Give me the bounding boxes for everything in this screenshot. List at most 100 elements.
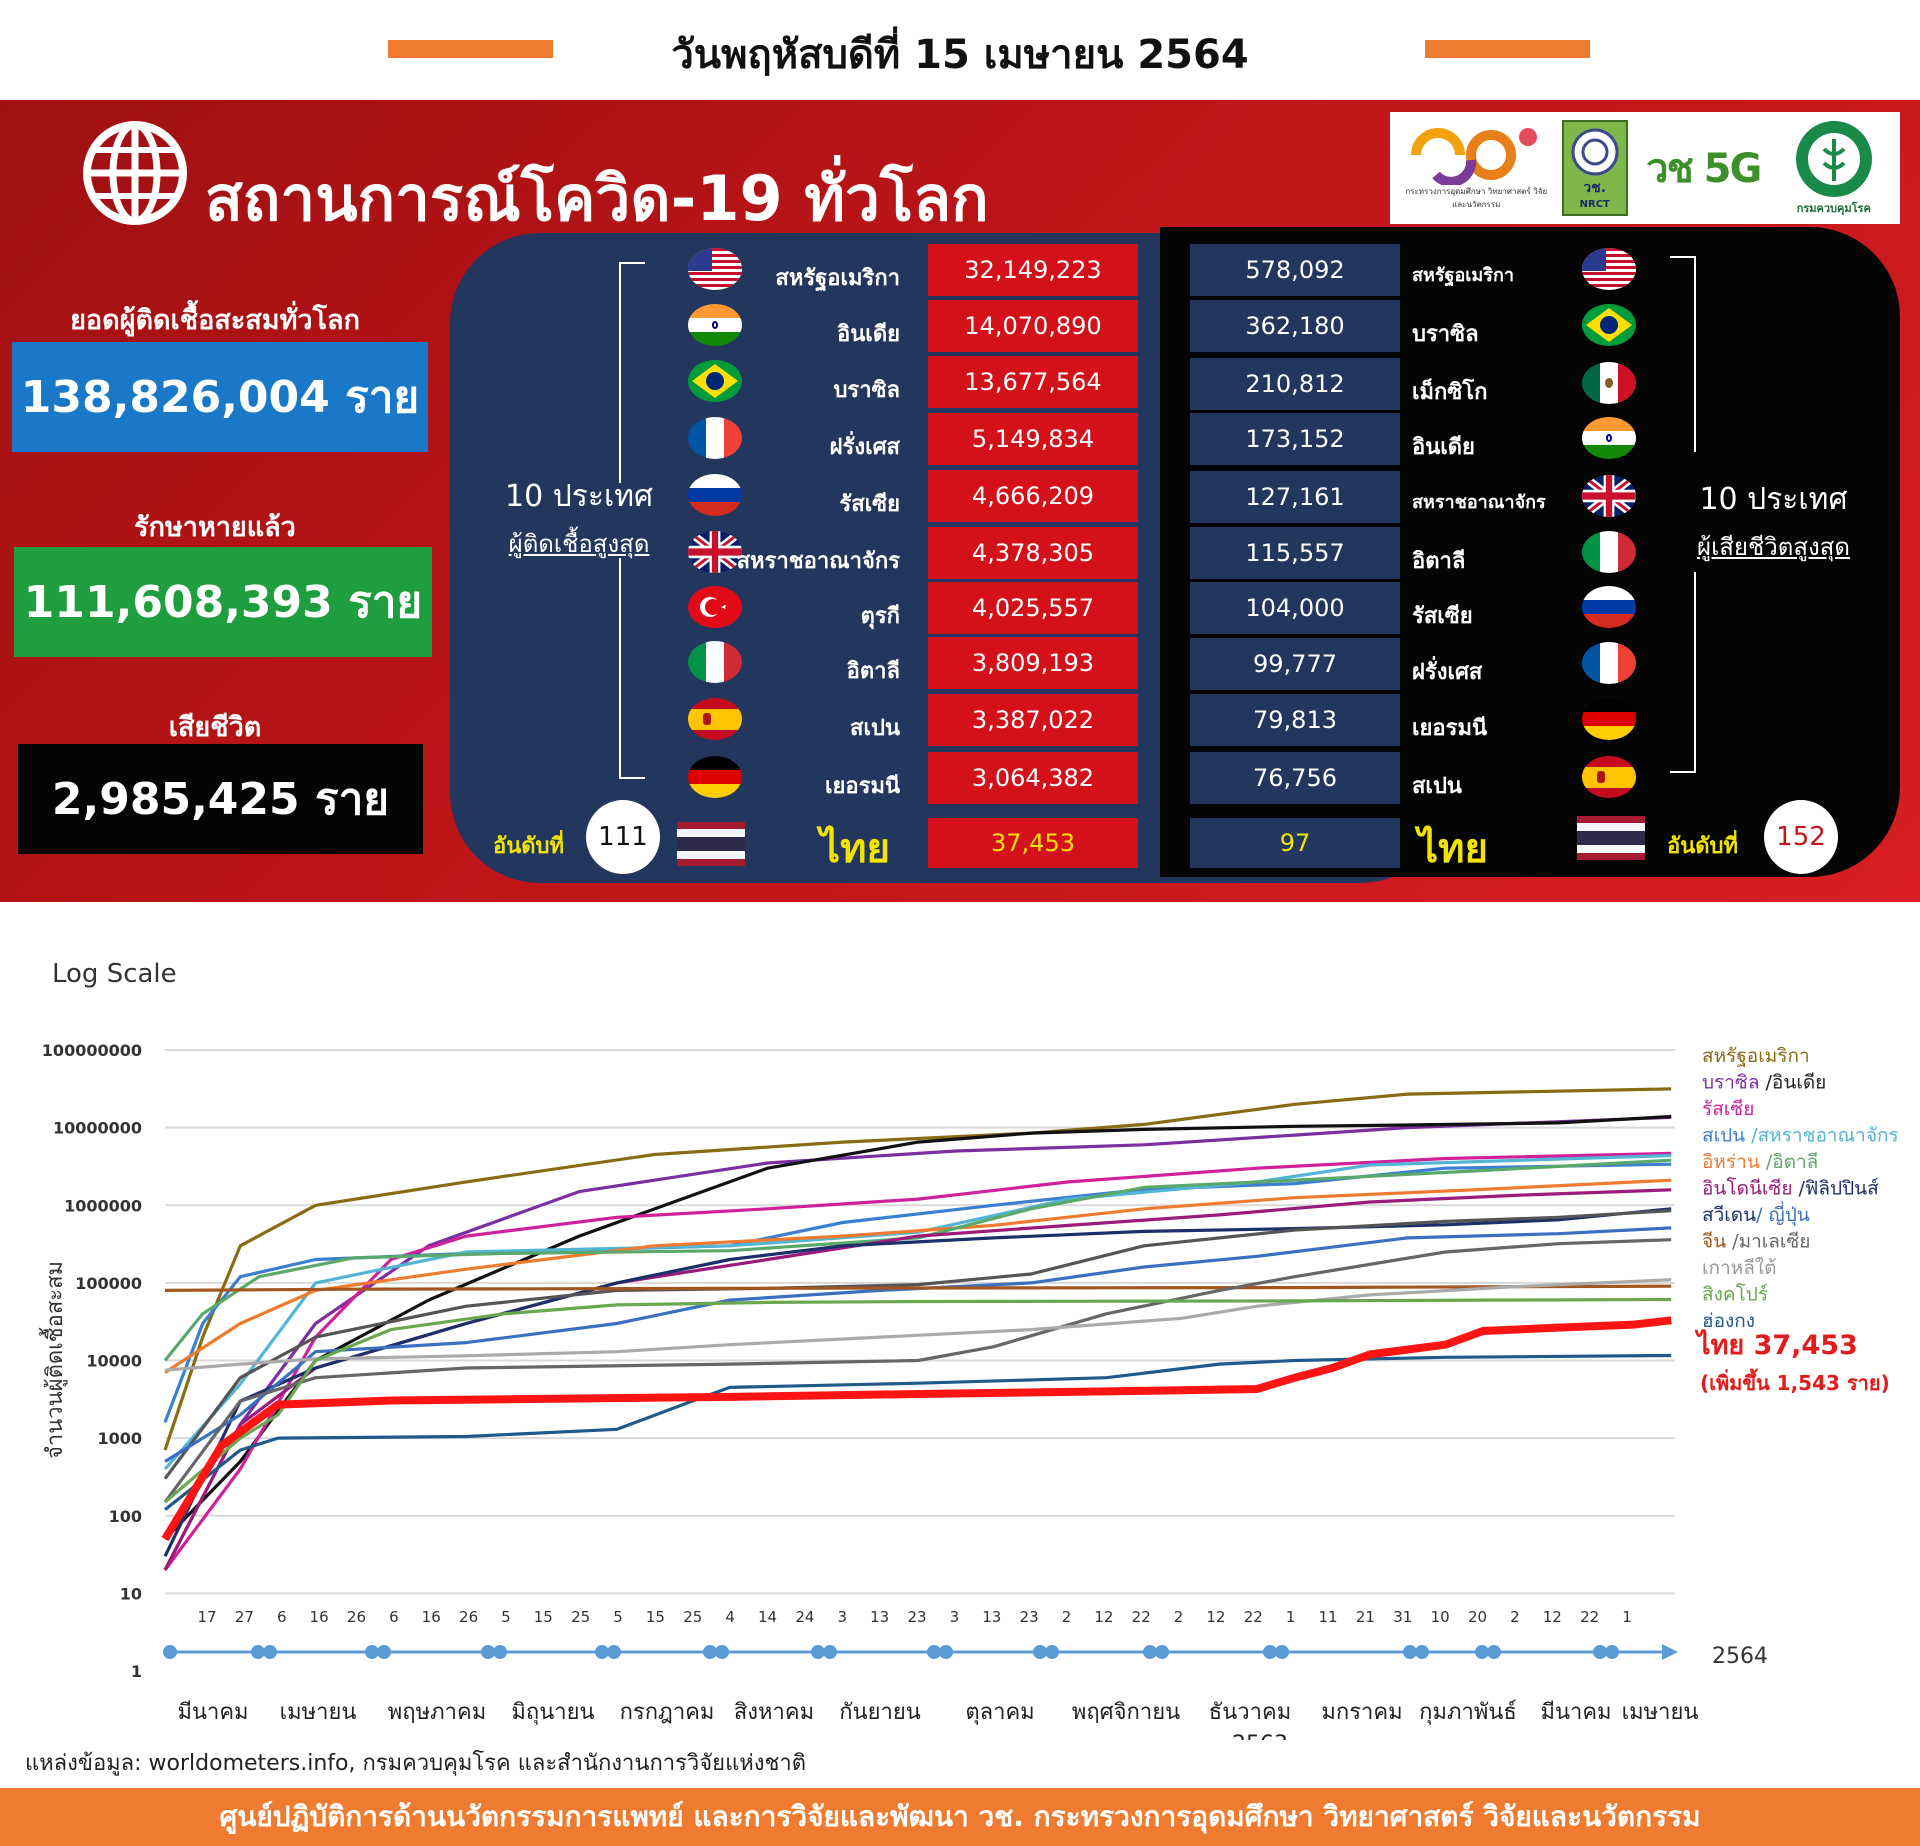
- date-text: วันพฤหัสบดีที่ 15 เมษายน 2564: [671, 32, 1249, 78]
- legend-text: เกาหลีใต้: [1702, 1257, 1776, 1279]
- nrct-sub: NRCT: [1579, 198, 1610, 210]
- partner-logos: กระทรวงการอุดมศึกษา วิทยาศาสตร์ วิจัยและ…: [1390, 112, 1900, 224]
- x-month-label: เมษายน: [280, 1700, 357, 1725]
- infected-country-name: อิตาลี: [846, 659, 900, 684]
- x-day-tick: 23: [1020, 1608, 1039, 1626]
- legend-item: สวีเดน/ ญี่ปุ่น: [1702, 1201, 1810, 1227]
- nrct-logo: วช. NRCT: [1561, 120, 1628, 216]
- x-month-label: ธันวาคม: [1209, 1700, 1291, 1725]
- deaths-value: 210,812: [1190, 358, 1400, 410]
- infected-value: 3,064,382: [928, 752, 1138, 804]
- x-day-tick: 14: [758, 1608, 777, 1626]
- timeline-marker: [1487, 1645, 1501, 1659]
- brazil-flag-icon: [1582, 304, 1636, 346]
- x-month-label: เมษายน: [1622, 1700, 1699, 1725]
- legend-item: ฮ่องกง: [1702, 1310, 1755, 1332]
- deaths-bracket: [1670, 256, 1696, 773]
- panel-title: สถานการณ์โควิด-19 ทั่วโลก: [205, 162, 989, 235]
- x-day-tick: 12: [1094, 1608, 1113, 1626]
- y-axis-label: จำนวนผู้ติดเชื้อสะสม: [39, 1261, 68, 1459]
- infected-value: 5,149,834: [928, 413, 1138, 465]
- deaths-rank: 152: [1776, 822, 1826, 852]
- deaths-label-line1: 10 ประเทศ: [1699, 482, 1848, 517]
- legend-text-secondary: /อิตาลี: [1760, 1151, 1819, 1173]
- legend-text-secondary: / ญี่ปุ่น: [1756, 1201, 1810, 1227]
- x-day-tick: 12: [1543, 1608, 1562, 1626]
- legend-text-secondary: /มาเลเซีย: [1726, 1231, 1810, 1253]
- timeline-marker: [823, 1645, 837, 1659]
- x-month-label: พฤศจิกายน: [1072, 1700, 1180, 1725]
- x-day-tick: 21: [1356, 1608, 1375, 1626]
- deaths-country-name: รัสเซีย: [1412, 604, 1473, 629]
- series-line-0: [163, 1087, 1672, 1451]
- italy-flag-icon: [688, 641, 742, 683]
- infected-country-name: ฝรั่งเศส: [829, 435, 900, 460]
- spain-flag-icon: [1582, 756, 1636, 798]
- deaths-thai-name: ไทย: [1418, 826, 1488, 872]
- legend-text: จีน: [1702, 1231, 1726, 1253]
- source-text: แหล่งข้อมูล: worldometers.info, กรมควบคุ…: [25, 1751, 807, 1776]
- timeline-marker: [1593, 1645, 1607, 1659]
- infected-value: 4,666,209: [928, 470, 1138, 522]
- infected-value: 32,149,223: [928, 244, 1138, 296]
- x-day-tick: 5: [613, 1608, 623, 1626]
- x-day-tick: 22: [1132, 1608, 1151, 1626]
- deaths-country-name: สเปน: [1412, 774, 1462, 799]
- infected-rank-circle: 111: [586, 800, 660, 874]
- timeline-marker: [481, 1645, 495, 1659]
- timeline-marker: [607, 1645, 621, 1659]
- timeline-marker: [715, 1645, 729, 1659]
- turkey-flag-icon: [688, 586, 742, 628]
- timeline-marker: [365, 1645, 379, 1659]
- series-line-1: [163, 1115, 1672, 1571]
- x-month-label: สิงหาคม: [734, 1700, 814, 1725]
- x-day-tick: 11: [1319, 1608, 1338, 1626]
- timeline-marker: [1605, 1645, 1619, 1659]
- infected-country-name: สเปน: [850, 716, 900, 741]
- timeline-marker: [251, 1645, 265, 1659]
- infected-country-name: บราซิล: [833, 378, 900, 403]
- x-day-tick: 24: [795, 1608, 814, 1626]
- legend-text-secondary: /สหราชอาณาจักร: [1745, 1125, 1899, 1147]
- brazil-flag-icon: [688, 360, 742, 402]
- france-flag-icon: [688, 417, 742, 459]
- legend-item: รัสเซีย: [1702, 1098, 1754, 1120]
- nrct-label: วช.: [1583, 179, 1607, 196]
- timeline-marker: [703, 1645, 717, 1659]
- x-day-tick: 26: [459, 1608, 478, 1626]
- confirmed-label: ยอดผู้ติดเชื้อสะสมทั่วโลก: [70, 305, 360, 336]
- russia-flag-icon: [1582, 586, 1636, 628]
- y-tick-label: 1000000: [64, 1196, 142, 1215]
- timeline-marker: [1263, 1645, 1277, 1659]
- germany-flag-icon: [1582, 698, 1636, 740]
- infected-country-name: รัสเซีย: [839, 492, 900, 517]
- x-month-label: กันยายน: [839, 1700, 921, 1725]
- series-line-10: [163, 1209, 1672, 1480]
- x-day-tick: 2: [1510, 1608, 1520, 1626]
- italy-flag-icon: [1582, 531, 1636, 573]
- recovered-value: 111,608,393 ราย: [14, 547, 432, 657]
- timeline-marker: [1475, 1645, 1489, 1659]
- x-day-tick: 6: [277, 1608, 287, 1626]
- series-line-13: [163, 1238, 1672, 1504]
- timeline-marker: [1045, 1645, 1059, 1659]
- infected-rank-label: อันดับที่: [493, 834, 565, 859]
- legend-item: จีน /มาเลเซีย: [1702, 1231, 1810, 1253]
- series-line-4: [163, 1162, 1672, 1423]
- timeline-marker: [493, 1645, 507, 1659]
- us-flag-icon: [1582, 248, 1636, 290]
- deaths-value: 79,813: [1190, 694, 1400, 746]
- spain-flag-icon: [688, 698, 742, 740]
- timeline-marker: [1415, 1645, 1429, 1659]
- deaths-country-name: สหรัฐอเมริกา: [1412, 265, 1514, 286]
- timeline-marker: [1275, 1645, 1289, 1659]
- india-flag-icon: [1582, 417, 1636, 459]
- x-day-tick: 2: [1062, 1608, 1072, 1626]
- legend-item: อิหร่าน /อิตาลี: [1702, 1151, 1818, 1173]
- x-day-tick: 22: [1580, 1608, 1599, 1626]
- x-day-tick: 15: [534, 1608, 553, 1626]
- deaths-value: 127,161: [1190, 471, 1400, 523]
- thai-flag-deaths: [1577, 816, 1645, 860]
- y-tick-label: 10: [120, 1584, 142, 1603]
- france-flag-icon: [1582, 642, 1636, 684]
